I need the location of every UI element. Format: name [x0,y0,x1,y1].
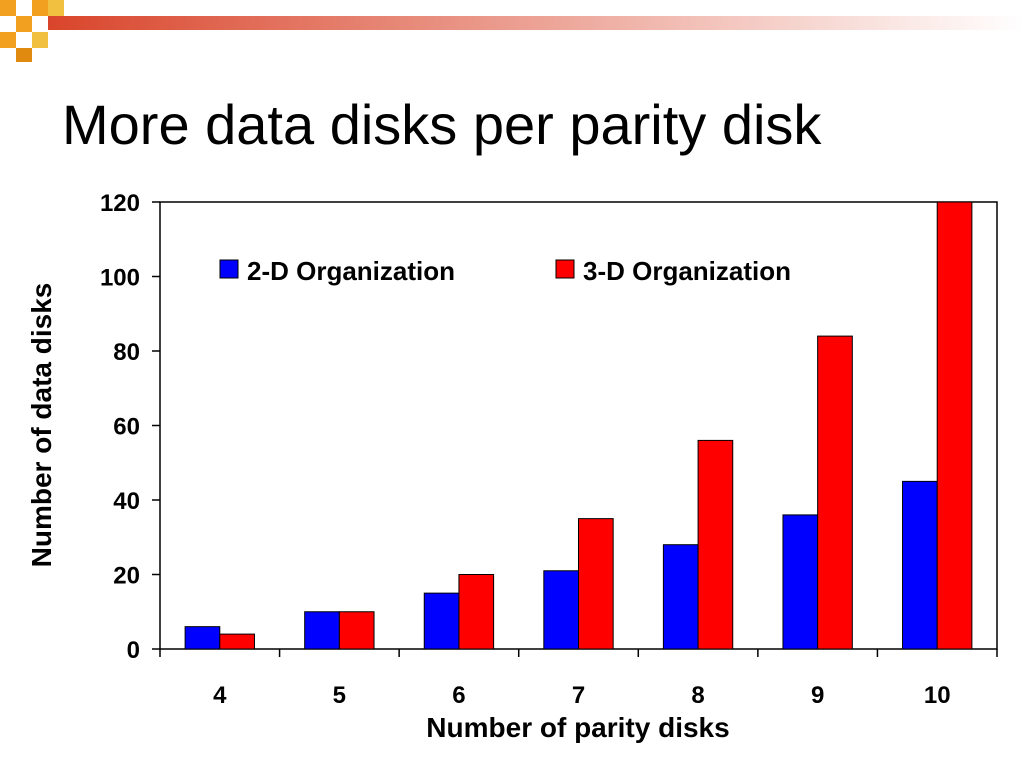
bar-2d [543,570,579,650]
bar-3d [578,518,614,650]
y-tick-label: 100 [100,265,140,292]
y-axis: 0 20 40 60 80 100 120 [100,190,160,664]
bar-3d [697,439,734,650]
x-tick-label: 9 [811,682,824,709]
x-tick-label: 5 [333,682,346,709]
x-axis: 4 5 6 7 8 9 10 [159,649,998,709]
header-square [0,32,16,48]
x-tick-label: 6 [452,682,465,709]
bar-2d [902,480,938,650]
header-square [48,0,64,16]
header-square [32,0,48,16]
bar-3d [458,574,495,650]
legend: 2-D Organization 3-D Organization [219,256,791,286]
bar-2d [184,626,221,650]
x-tick-label: 10 [924,682,951,709]
header-gradient-bar [48,16,1024,30]
bar-3d [817,335,853,650]
legend-swatch [555,259,575,279]
y-axis-label: Number of data disks [26,283,57,568]
bar-2d [423,592,460,650]
bars [184,201,973,650]
bar-2d [304,611,340,650]
bar-3d [936,201,973,650]
y-tick-label: 80 [113,339,140,366]
x-tick-label: 7 [572,682,585,709]
legend-label: 3-D Organization [583,256,791,286]
y-tick-label: 60 [113,414,140,441]
y-tick-label: 0 [127,637,140,664]
bar-2d [662,544,699,650]
y-tick-label: 40 [113,488,140,515]
x-axis-label: Number of parity disks [426,712,729,743]
header-square [16,16,32,32]
header-square [32,32,48,48]
bar-3d [338,611,375,650]
x-tick-label: 8 [691,682,704,709]
slide-title: More data disks per parity disk [62,93,822,156]
header-square [16,48,32,62]
legend-label: 2-D Organization [247,256,455,286]
legend-swatch [219,259,239,279]
header-square [0,0,16,16]
x-tick-label: 4 [213,682,227,709]
y-tick-label: 20 [113,563,140,590]
bar-2d [782,514,819,650]
bar-3d [219,633,255,650]
y-tick-label: 120 [100,190,140,217]
header-decoration [0,0,1024,62]
